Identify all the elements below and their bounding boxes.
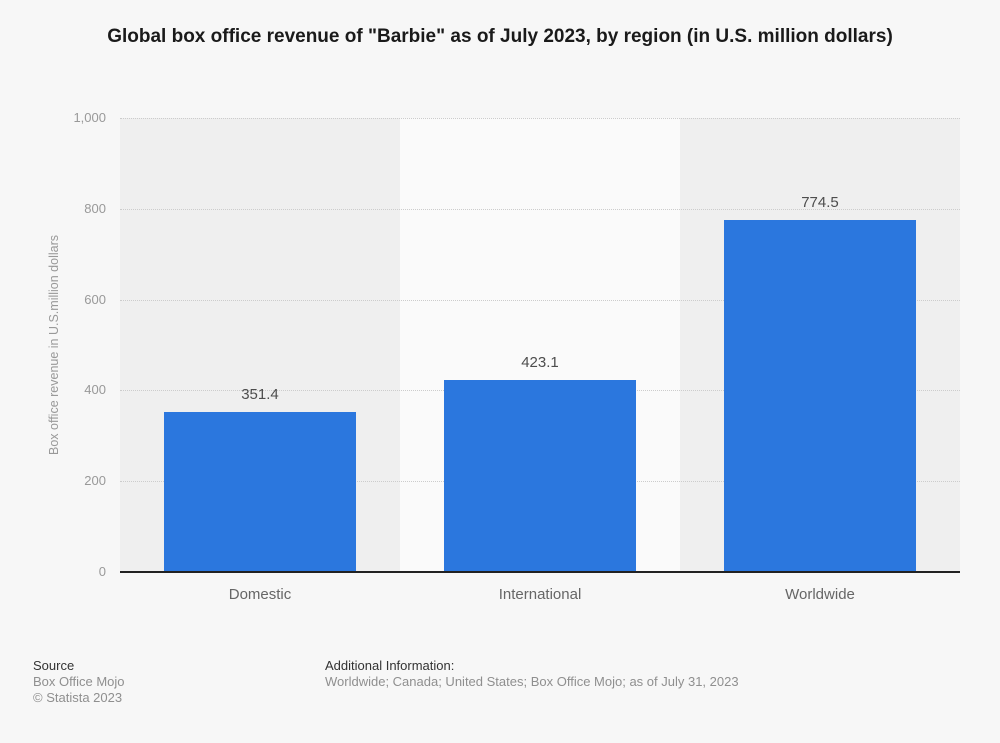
gridline-600	[120, 299, 960, 301]
y-tick-label-600: 600	[84, 291, 106, 307]
category-label-worldwide: Worldwide	[785, 586, 855, 603]
additional-information-label: Additional Information:	[325, 658, 455, 673]
y-tick-label-800: 800	[84, 200, 106, 216]
category-label-international: International	[498, 586, 582, 603]
source-value: Box Office Mojo	[33, 674, 125, 689]
gridline-800	[120, 208, 960, 210]
gridline-1000	[120, 118, 960, 119]
category-label-domestic: Domestic	[228, 586, 292, 603]
plot-area: 0 200 400 600 800 1,000 351.4 Domestic 423.1 Inte…	[73, 111, 960, 603]
y-axis-label: Box office revenue in U.S.million dollar…	[47, 234, 61, 456]
bar-worldwide	[724, 220, 916, 572]
bar-international	[444, 379, 636, 572]
value-label-domestic: 351.4	[241, 386, 279, 404]
chart-title: Global box office revenue of "Barbie" as…	[107, 26, 893, 47]
value-label-worldwide: 774.5	[801, 194, 839, 212]
x-axis-line	[120, 571, 960, 573]
y-tick-label-0: 0	[98, 564, 106, 579]
additional-information-block: Additional Information: Worldwide; Canad…	[325, 658, 739, 690]
y-tick-label-400: 400	[84, 382, 106, 398]
source-block: Source Box Office Mojo © Statista 2023	[33, 658, 125, 706]
bar-domestic	[164, 412, 356, 572]
y-tick-label-200: 200	[84, 473, 106, 489]
copyright-notice: © Statista 2023	[33, 690, 123, 705]
y-tick-label-1,000: 1,000	[73, 110, 106, 125]
additional-information-value: Worldwide; Canada; United States; Box Of…	[325, 674, 739, 689]
value-label-international: 423.1	[521, 353, 559, 371]
source-label: Source	[33, 658, 75, 673]
